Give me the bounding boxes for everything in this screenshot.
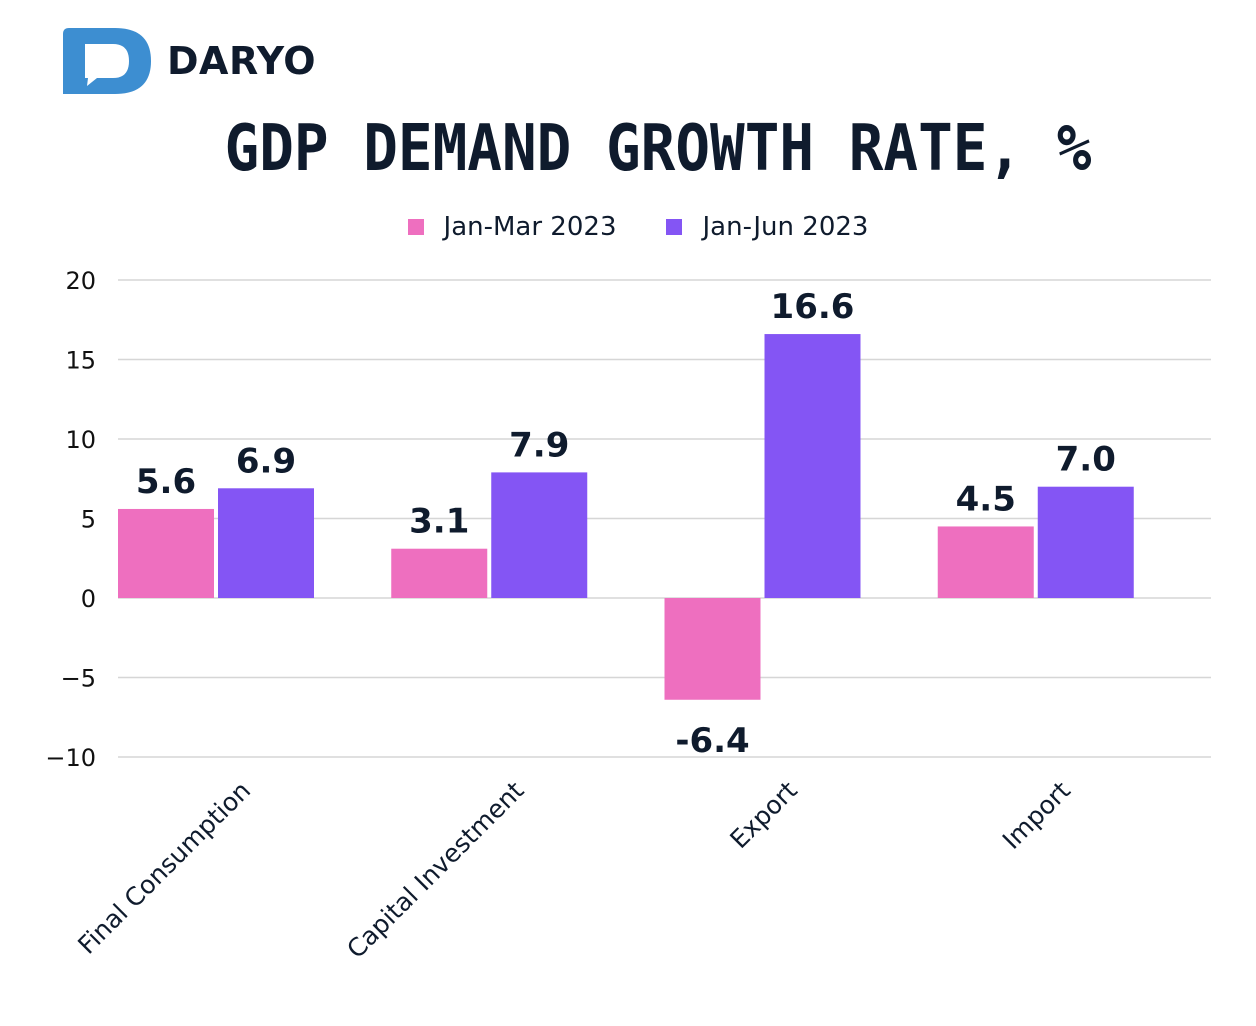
y-tick-label: 5	[81, 506, 96, 534]
y-tick-label: −10	[45, 744, 96, 772]
data-label: 16.6	[771, 287, 855, 327]
data-label: 6.9	[236, 441, 296, 481]
y-tick-label: −5	[61, 665, 96, 693]
brand-name: DARYO	[167, 39, 317, 83]
bar	[764, 334, 861, 598]
x-tick-label: Final Consumption	[72, 776, 256, 960]
brand-logo: DARYO	[63, 28, 316, 94]
x-tick-label: Export	[724, 776, 803, 855]
bar	[391, 548, 488, 598]
bar	[937, 526, 1034, 598]
bar	[1037, 486, 1134, 598]
chart-legend: Jan-Mar 2023 Jan-Jun 2023	[0, 212, 1256, 242]
y-tick-label: 0	[81, 585, 96, 613]
bar	[118, 508, 214, 598]
y-tick-label: 20	[65, 267, 96, 295]
daryo-logo-icon	[63, 28, 153, 94]
data-label: -6.4	[675, 721, 749, 761]
data-label: 4.5	[956, 479, 1016, 519]
legend-item-series-1: Jan-Mar 2023	[407, 212, 617, 242]
legend-item-series-2: Jan-Jun 2023	[666, 212, 868, 242]
legend-label-series-1: Jan-Mar 2023	[443, 212, 617, 242]
bar	[491, 472, 588, 598]
data-label: 5.6	[136, 462, 196, 502]
legend-label-series-2: Jan-Jun 2023	[702, 212, 869, 242]
data-label: 3.1	[409, 502, 469, 542]
legend-swatch-series-1	[407, 219, 424, 235]
legend-swatch-series-2	[666, 219, 683, 235]
x-tick-label: Import	[997, 776, 1076, 855]
bar	[664, 598, 761, 700]
data-label: 7.9	[509, 425, 569, 465]
y-tick-label: 10	[65, 426, 96, 454]
chart-title: GDP DEMAND GROWTH RATE, %	[224, 112, 1092, 186]
bar	[218, 488, 314, 598]
data-label: 7.0	[1056, 440, 1116, 480]
y-tick-label: 15	[65, 347, 96, 375]
x-tick-label: Capital Investment	[341, 776, 529, 964]
